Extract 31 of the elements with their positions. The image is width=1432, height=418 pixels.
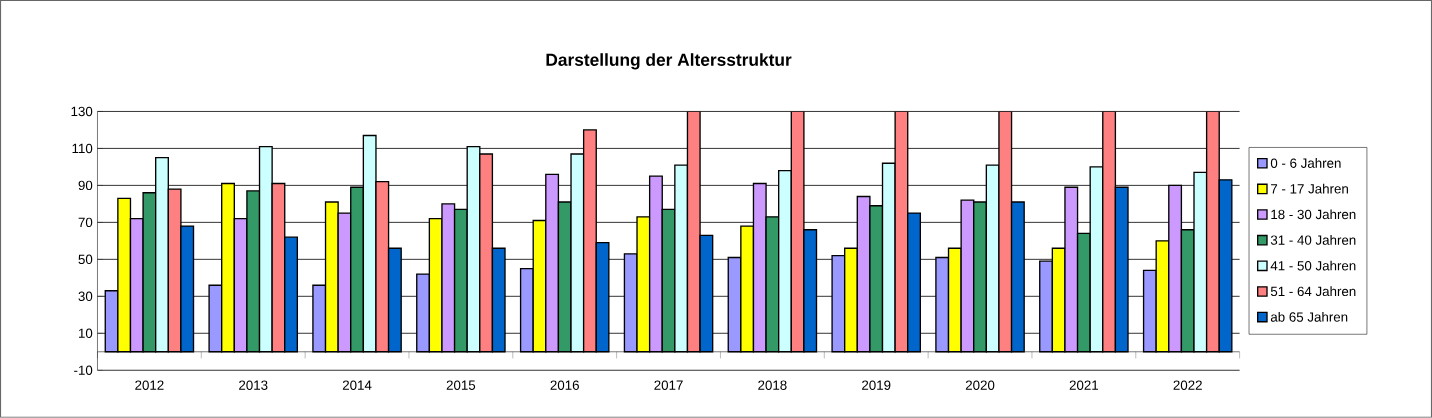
y-tick-label: 130 bbox=[71, 106, 93, 117]
legend-label: 18 - 30 Jahren bbox=[1271, 209, 1356, 220]
x-tick-label: 2013 bbox=[239, 380, 268, 391]
x-tick-label: 2015 bbox=[446, 380, 476, 391]
x-tick-label: 2014 bbox=[342, 380, 372, 391]
chart-title: Darstellung der Altersstruktur bbox=[546, 53, 792, 70]
legend-label: 51 - 64 Jahren bbox=[1270, 286, 1356, 297]
x-tick-label: 2019 bbox=[862, 380, 891, 391]
x-tick-label: 2020 bbox=[965, 380, 995, 391]
x-tick-label: 2017 bbox=[654, 380, 683, 391]
y-tick-label: 30 bbox=[78, 291, 93, 302]
bar bbox=[582, 129, 597, 353]
legend-label: 0 - 6 Jahren bbox=[1270, 158, 1341, 168]
x-tick-label: 2016 bbox=[550, 380, 579, 391]
legend-label: ab 65 Jahren bbox=[1270, 312, 1348, 322]
y-tick-label: 50 bbox=[78, 254, 93, 265]
legend-label: 31 - 40 Jahren bbox=[1270, 235, 1356, 245]
legend-label: 41 - 50 Jahren bbox=[1270, 260, 1356, 271]
x-tick-label: 2021 bbox=[1069, 380, 1099, 391]
x-tick-label: 2018 bbox=[758, 380, 787, 391]
bar bbox=[1205, 111, 1220, 353]
legend-label: 7 - 17 Jahren bbox=[1271, 183, 1348, 194]
y-tick-label: 70 bbox=[78, 217, 93, 228]
y-tick-label: 110 bbox=[72, 143, 93, 154]
y-tick-label: 90 bbox=[78, 180, 93, 191]
y-tick-label: 10 bbox=[78, 328, 93, 339]
x-tick-label: 2012 bbox=[135, 380, 164, 391]
bar bbox=[1102, 111, 1117, 353]
x-tick-label: 2022 bbox=[1173, 380, 1202, 391]
y-tick-label: -10 bbox=[74, 365, 93, 376]
bar bbox=[479, 153, 494, 353]
